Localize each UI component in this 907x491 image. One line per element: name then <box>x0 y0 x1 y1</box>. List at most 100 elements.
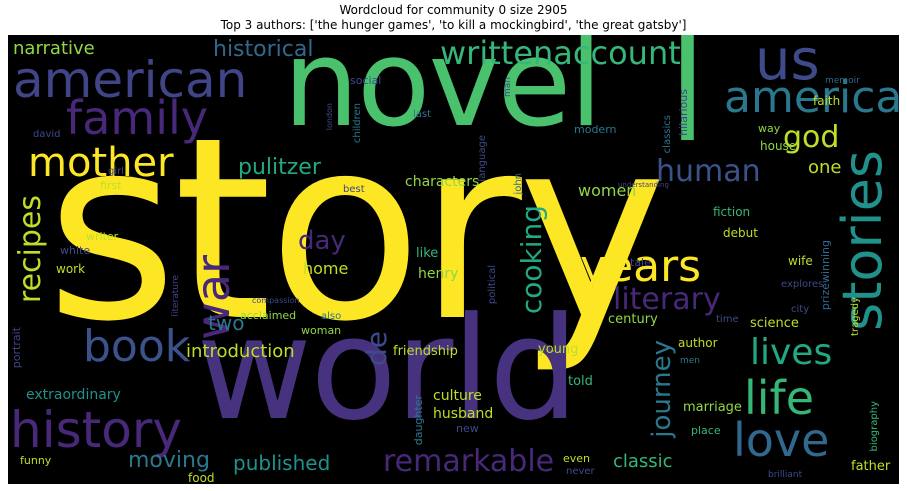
word-wife: wife <box>788 254 813 268</box>
word-best: best <box>343 184 365 195</box>
word-friendship: friendship <box>393 344 458 359</box>
word-white: white <box>60 244 91 257</box>
word-modern: modern <box>574 123 617 136</box>
word-house: house <box>760 139 797 153</box>
word-god: god <box>783 120 840 155</box>
word-city: city <box>791 304 810 315</box>
word-women: women <box>578 181 637 200</box>
word-new: new <box>456 422 479 435</box>
word-compassion: compassion <box>252 296 300 305</box>
word-girl: girl <box>108 166 125 177</box>
word-world: world <box>196 287 579 452</box>
word-two: two <box>208 311 245 335</box>
word-classic: classic <box>613 451 673 472</box>
word-remarkable: remarkable <box>383 444 555 479</box>
word-explores: explores <box>781 279 824 290</box>
word-us: us <box>755 35 820 93</box>
word-hilarious: hilarious <box>677 89 690 136</box>
word-one: one <box>808 157 842 178</box>
word-first: first <box>100 179 122 192</box>
word-father: father <box>851 459 891 474</box>
word-america: america <box>724 72 899 123</box>
word-david: david <box>33 129 61 140</box>
word-cooking: cooking <box>515 205 548 315</box>
figure-title-line1: Wordcloud for community 0 size 2905 <box>339 3 568 17</box>
word-love: love <box>733 413 830 467</box>
word-portrait: portrait <box>10 327 23 369</box>
word-debut: debut <box>723 226 758 240</box>
word-way: way <box>758 122 781 135</box>
word-family: family <box>66 91 208 145</box>
word-biography: biography <box>869 401 880 452</box>
word-daughter: daughter <box>412 395 425 446</box>
word-day: day <box>298 226 346 256</box>
word-mother: mother <box>28 140 174 186</box>
word-children: children <box>352 103 363 144</box>
word-woman: woman <box>301 324 342 337</box>
word-also: also <box>321 311 342 322</box>
word-american: american <box>13 51 248 109</box>
word-published: published <box>233 451 331 475</box>
figure-title-line2: Top 3 authors: ['the hunger games', 'to … <box>220 18 687 32</box>
word-century: century <box>608 312 658 327</box>
word-science: science <box>750 316 799 331</box>
word-author: author <box>678 336 718 350</box>
word-prizewinning: prizewinning <box>819 240 832 311</box>
word-writtenaccount: writtenaccount <box>440 35 681 72</box>
word-work: work <box>56 262 86 276</box>
word-history: history <box>10 401 182 459</box>
word-like: like <box>416 246 439 261</box>
word-culture: culture <box>433 388 482 404</box>
word-narrative: narrative <box>13 38 95 59</box>
word-marriage: marriage <box>683 400 742 415</box>
word-literature: literature <box>171 275 181 317</box>
word-literary: literary <box>613 282 721 317</box>
word-journey: journey <box>647 340 677 438</box>
word-stories: stories <box>831 150 894 331</box>
word-writer: writer <box>86 230 119 243</box>
word-moving: moving <box>128 448 210 473</box>
word-london: london <box>325 103 334 131</box>
word-acclaimed: acclaimed <box>240 309 297 322</box>
word-husband: husband <box>433 406 494 422</box>
word-tale: tale <box>630 256 651 269</box>
word-characters: characters <box>405 174 480 190</box>
word-even: even <box>563 452 591 465</box>
word-years: years <box>580 241 702 292</box>
word-john: john <box>513 173 524 195</box>
word-faith: faith <box>813 94 841 108</box>
word-brilliant: brilliant <box>768 470 803 480</box>
word-young: young <box>538 342 579 357</box>
word-book: book <box>83 321 191 372</box>
word-human: human <box>656 154 761 189</box>
word-language: language <box>477 135 488 182</box>
word-henry: henry <box>418 266 459 282</box>
word-food: food <box>188 471 215 484</box>
word-memoir: memoir <box>825 76 860 86</box>
word-social: social <box>350 74 382 87</box>
word-last: last <box>413 109 432 120</box>
word-historical: historical <box>213 37 314 62</box>
word-recipes: recipes <box>13 195 48 304</box>
word-home: home <box>303 259 349 278</box>
word-pulitzer: pulitzer <box>238 155 321 180</box>
wordcloud-canvas: story world novel l american family us a… <box>8 35 899 484</box>
word-l: l <box>668 35 707 174</box>
word-men: men <box>680 356 701 366</box>
word-de: de <box>360 331 393 366</box>
word-tragedy: tragedy <box>850 297 861 336</box>
word-time: time <box>716 314 739 325</box>
word-place: place <box>691 424 721 437</box>
word-never: never <box>566 466 595 477</box>
word-lives: lives <box>750 332 833 373</box>
word-novel: novel <box>283 35 603 154</box>
word-extraordinary: extraordinary <box>26 387 121 403</box>
word-man: man <box>503 77 513 97</box>
word-life: life <box>744 371 815 425</box>
word-fiction: fiction <box>713 205 751 219</box>
word-story: story <box>46 84 667 377</box>
word-classics: classics <box>662 115 673 154</box>
word-introduction: introduction <box>186 341 295 362</box>
word-funny: funny <box>20 454 52 467</box>
word-told: told <box>568 374 593 389</box>
